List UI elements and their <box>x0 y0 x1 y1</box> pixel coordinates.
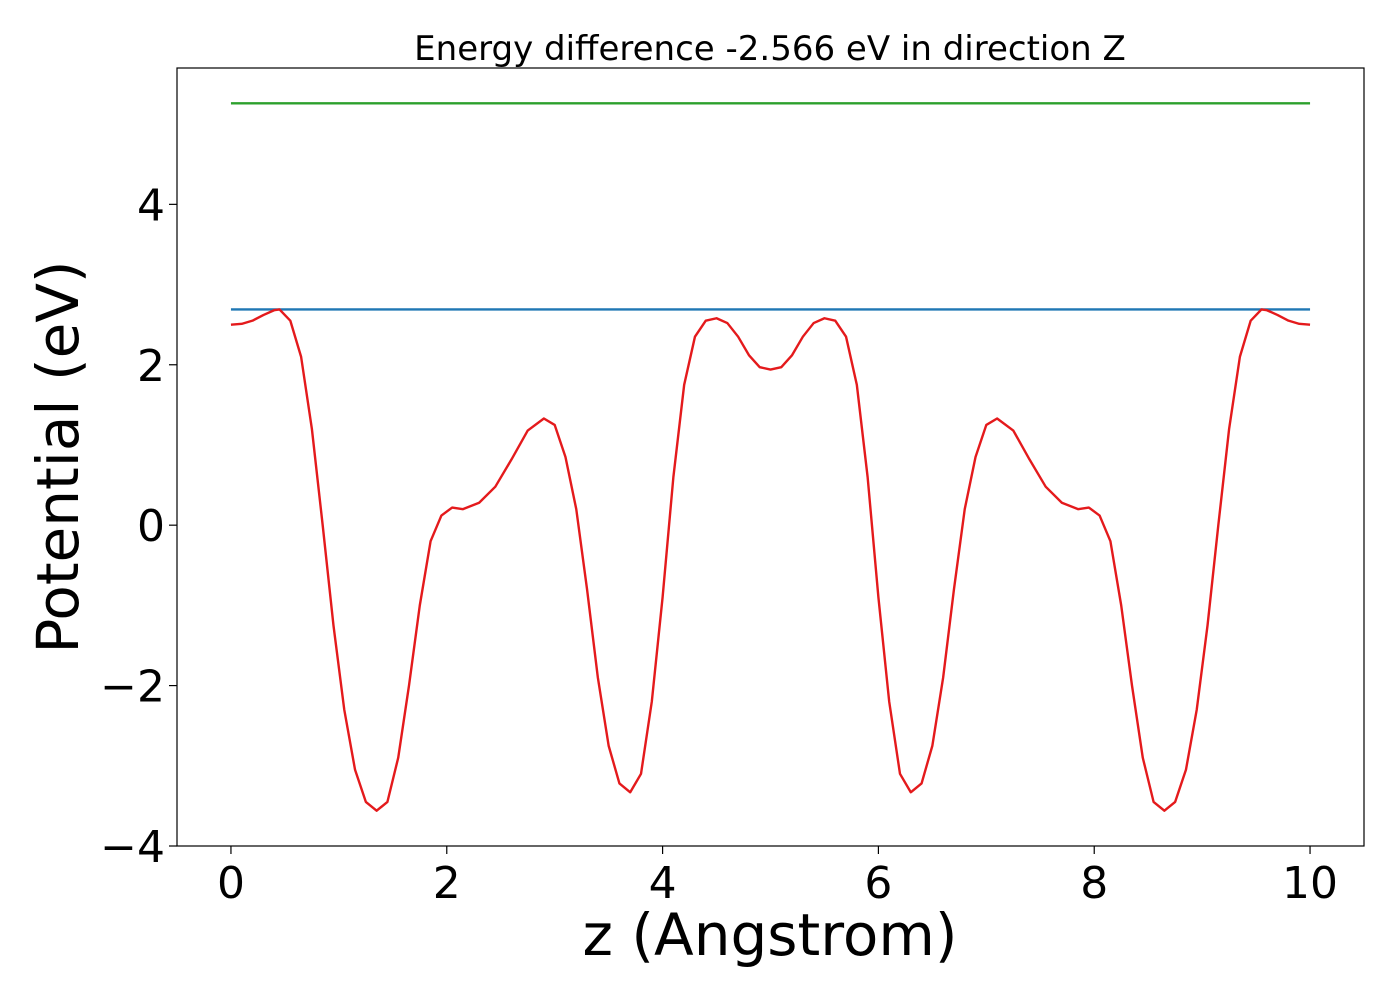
plot-area <box>176 67 1365 847</box>
x-tick-label: 4 <box>649 858 677 909</box>
y-axis-label: Potential (eV) <box>24 260 92 653</box>
x-tick-label: 2 <box>433 858 461 909</box>
x-tick-label: 10 <box>1282 858 1338 909</box>
y-tick-label: −4 <box>100 822 165 873</box>
x-tick-label: 0 <box>217 858 245 909</box>
series-line-2 <box>230 308 1311 812</box>
y-tick-label: −2 <box>100 662 165 713</box>
series-layer <box>230 102 1311 812</box>
y-axis: −4 −2 0 2 4 <box>100 180 177 873</box>
x-axis: 0 2 4 6 8 10 <box>217 846 1338 909</box>
y-tick-label: 4 <box>137 180 165 231</box>
x-tick-label: 8 <box>1080 858 1108 909</box>
y-tick-label: 2 <box>137 341 165 392</box>
x-tick-label: 6 <box>864 858 892 909</box>
x-axis-label: z (Angstrom) <box>583 901 958 969</box>
chart-title: Energy difference -2.566 eV in direction… <box>414 29 1126 69</box>
y-tick-label: 0 <box>137 501 165 552</box>
